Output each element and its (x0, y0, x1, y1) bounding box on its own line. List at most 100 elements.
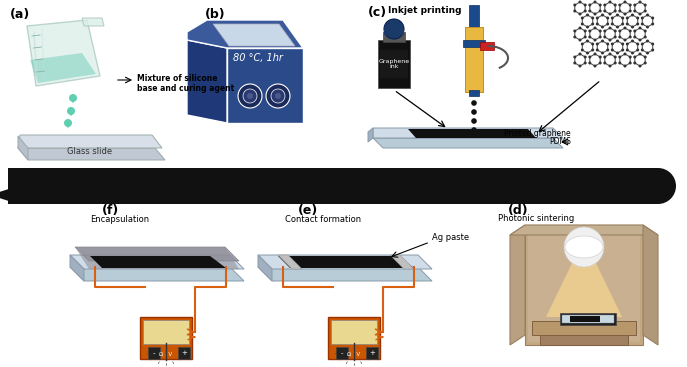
Text: 80 °C, 1hr: 80 °C, 1hr (233, 53, 283, 63)
Circle shape (633, 4, 636, 7)
Circle shape (603, 55, 607, 58)
Ellipse shape (565, 236, 603, 258)
Text: -: - (153, 350, 155, 356)
Circle shape (618, 55, 621, 58)
Circle shape (67, 107, 75, 115)
Circle shape (646, 51, 649, 55)
Polygon shape (390, 255, 414, 269)
Circle shape (636, 17, 639, 19)
Polygon shape (373, 128, 563, 138)
Circle shape (574, 29, 576, 33)
Circle shape (644, 10, 646, 12)
Text: (f): (f) (102, 204, 120, 217)
Polygon shape (90, 256, 226, 268)
Text: Ω   V: Ω V (159, 352, 172, 357)
Circle shape (471, 127, 477, 133)
Text: Inkjet printing: Inkjet printing (388, 6, 462, 15)
Circle shape (644, 4, 646, 7)
Circle shape (618, 62, 621, 65)
Bar (8, 168, 658, 186)
Polygon shape (510, 225, 525, 345)
Circle shape (601, 40, 604, 43)
Polygon shape (27, 20, 100, 86)
Text: PDMS: PDMS (549, 138, 571, 146)
Circle shape (243, 89, 257, 103)
Circle shape (594, 0, 596, 4)
Bar (148, 347, 160, 359)
Circle shape (613, 10, 617, 12)
Circle shape (633, 55, 636, 58)
Circle shape (584, 36, 587, 39)
Text: Ag paste: Ag paste (432, 233, 469, 243)
Circle shape (644, 62, 646, 65)
Polygon shape (18, 135, 162, 148)
Circle shape (629, 36, 631, 39)
Circle shape (621, 48, 624, 51)
Circle shape (603, 62, 607, 65)
Circle shape (618, 10, 621, 12)
Circle shape (581, 17, 584, 19)
Circle shape (646, 14, 649, 17)
Text: +: + (181, 350, 187, 356)
Circle shape (584, 10, 587, 12)
Bar (384, 29, 404, 35)
Circle shape (633, 62, 636, 65)
Circle shape (69, 94, 77, 102)
Polygon shape (0, 186, 18, 204)
Polygon shape (70, 255, 244, 269)
Bar (560, 313, 616, 325)
Circle shape (626, 22, 629, 25)
Circle shape (613, 36, 617, 39)
Circle shape (603, 29, 607, 33)
Circle shape (606, 17, 609, 19)
Circle shape (611, 22, 613, 25)
Text: Glass slide: Glass slide (67, 148, 113, 156)
Circle shape (275, 93, 281, 99)
Circle shape (609, 52, 611, 55)
Circle shape (638, 12, 642, 15)
Circle shape (644, 29, 646, 33)
Circle shape (629, 55, 631, 58)
Circle shape (638, 0, 642, 4)
Polygon shape (643, 225, 658, 345)
Circle shape (641, 17, 644, 19)
Circle shape (581, 22, 584, 25)
Circle shape (631, 51, 634, 55)
Circle shape (636, 22, 639, 25)
Bar (380, 50, 408, 78)
Circle shape (584, 55, 587, 58)
Circle shape (646, 40, 649, 43)
Circle shape (586, 25, 589, 29)
Polygon shape (65, 123, 70, 128)
Circle shape (596, 17, 599, 19)
Circle shape (598, 4, 602, 7)
Bar (528, 228, 640, 342)
Bar (469, 90, 479, 96)
Wedge shape (658, 168, 676, 204)
Circle shape (596, 22, 599, 25)
Text: Graphene
ink: Graphene ink (379, 59, 409, 69)
Text: -: - (341, 350, 344, 356)
Polygon shape (278, 255, 302, 269)
Circle shape (638, 52, 642, 55)
Bar (469, 5, 479, 30)
Circle shape (574, 10, 576, 12)
Circle shape (598, 10, 602, 12)
Circle shape (266, 84, 290, 108)
Polygon shape (18, 136, 28, 160)
Circle shape (384, 19, 404, 39)
Circle shape (594, 26, 596, 29)
Text: Ω   V: Ω V (348, 352, 361, 357)
Polygon shape (75, 247, 239, 269)
Polygon shape (18, 148, 165, 160)
Circle shape (609, 65, 611, 68)
Circle shape (638, 26, 642, 29)
Circle shape (588, 62, 592, 65)
Circle shape (574, 36, 576, 39)
Circle shape (606, 22, 609, 25)
Circle shape (621, 43, 624, 46)
Circle shape (633, 10, 636, 12)
Text: Contact formation: Contact formation (285, 215, 361, 224)
Text: Printed graphene: Printed graphene (504, 128, 571, 138)
Circle shape (584, 4, 587, 7)
